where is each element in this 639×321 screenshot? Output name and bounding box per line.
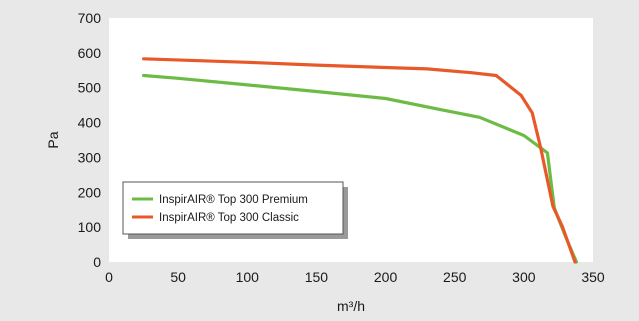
- x-tick-label: 0: [105, 269, 113, 285]
- x-axis-label: m³/h: [337, 298, 365, 314]
- y-tick-label: 0: [93, 254, 101, 270]
- series-lines: [142, 57, 578, 264]
- y-tick-label: 400: [78, 115, 102, 131]
- x-tick-label: 300: [512, 269, 536, 285]
- x-axis-ticks: 0 50 100 150 200 250 300 350: [105, 269, 605, 285]
- y-tick-label: 100: [78, 219, 102, 235]
- x-tick-label: 350: [581, 269, 605, 285]
- legend-label-2: InspirAIR® Top 300 Classic: [159, 212, 299, 224]
- y-tick-label: 600: [78, 45, 102, 61]
- y-tick-label: 200: [78, 184, 102, 200]
- legend: InspirAIR® Top 300 Premium InspirAIR® Top…: [122, 181, 348, 239]
- x-tick-label: 50: [170, 269, 186, 285]
- y-axis-ticks: 0 100 200 300 400 500 600 700: [78, 10, 102, 270]
- y-tick-label: 500: [78, 80, 102, 96]
- y-tick-label: 300: [78, 149, 102, 165]
- y-axis-label: Pa: [45, 131, 61, 148]
- legend-box: [122, 181, 344, 235]
- series-line-2: [142, 57, 577, 264]
- x-tick-label: 200: [374, 269, 398, 285]
- y-tick-label: 700: [78, 10, 102, 26]
- x-tick-label: 150: [305, 269, 329, 285]
- x-tick-label: 250: [443, 269, 467, 285]
- legend-label-1: InspirAIR® Top 300 Premium: [159, 194, 308, 206]
- x-tick-label: 100: [236, 269, 260, 285]
